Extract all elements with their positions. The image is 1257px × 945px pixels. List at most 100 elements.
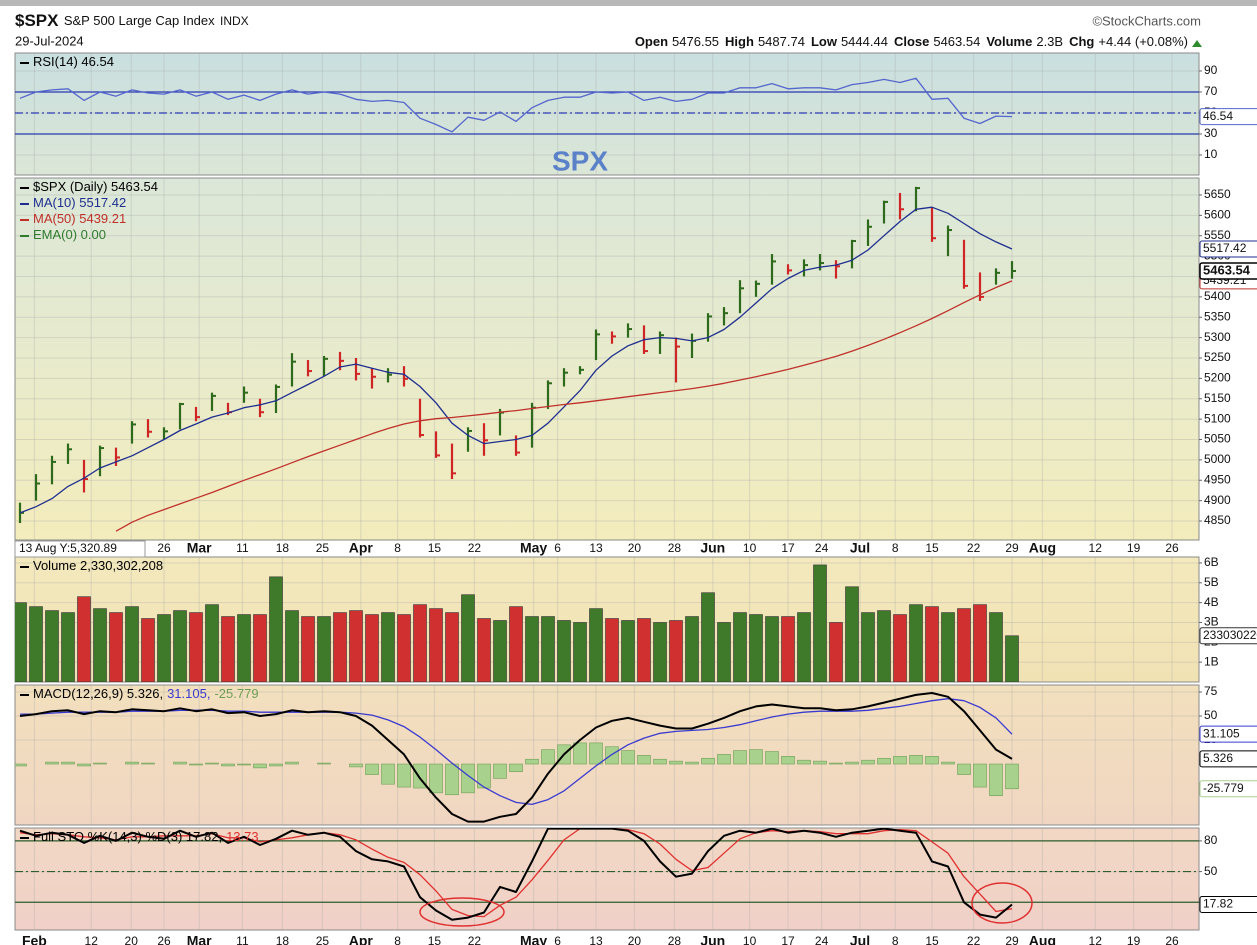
volume-bar (621, 620, 635, 682)
volume-bar (605, 618, 619, 682)
volume-bar (29, 606, 43, 682)
histogram-bar (733, 750, 747, 765)
histogram-bar (637, 755, 651, 765)
volume-bar (877, 610, 891, 682)
histogram-bar (509, 763, 523, 773)
source: ©StockCharts.com (1092, 13, 1201, 28)
legend-text: 13.73 (226, 829, 259, 844)
symbol: $SPX (15, 11, 59, 30)
index-name: S&P 500 Large Cap Index (64, 13, 215, 28)
volume-bar (653, 622, 667, 682)
x-tick-label: 22 (468, 934, 482, 945)
histogram-bar (429, 763, 443, 794)
volume-bar (733, 612, 747, 682)
legend-text: MA(10) 5517.42 (33, 195, 126, 210)
y-tick-label: 5350 (1204, 309, 1231, 323)
volume-bar (221, 616, 235, 682)
y-tick-label: 50 (1204, 864, 1218, 878)
histogram-bar (781, 756, 795, 765)
y-tick-label: 4B (1204, 595, 1219, 609)
volume-bar (781, 616, 795, 682)
volume-bar (477, 618, 491, 682)
histogram-bar (653, 758, 667, 765)
histogram-bar (349, 763, 363, 768)
volume-bar (301, 616, 315, 682)
y-tick-label: 3B (1204, 615, 1219, 629)
histogram-bar (701, 757, 715, 765)
histogram-bar (621, 750, 635, 765)
value-tag-box (1199, 240, 1257, 258)
x-tick-label: 29 (1005, 934, 1019, 945)
volume-bar (77, 596, 91, 682)
volume-bar (365, 614, 379, 682)
y-tick-label: 80 (1204, 833, 1218, 847)
histogram-bar (941, 761, 955, 765)
histogram-bar (381, 763, 395, 785)
x-tick-label: 24 (815, 934, 829, 945)
legend-text: Full STO %K(14,3) %D(3) 17.82, (33, 829, 222, 844)
histogram-bar (189, 763, 203, 766)
x-tick-label: 17 (781, 934, 795, 945)
histogram-bar (909, 755, 923, 765)
quote-value: 5476.55 (672, 34, 719, 49)
legend-text: MA(50) 5439.21 (33, 211, 126, 226)
y-tick-label: 5650 (1204, 187, 1231, 201)
legend-text: EMA(0) 0.00 (33, 227, 106, 242)
volume-bar (717, 622, 731, 682)
volume-bar (493, 620, 507, 682)
histogram-bar (813, 760, 827, 765)
series-line (19, 77, 1013, 133)
histogram-bar (77, 763, 91, 767)
legend-entry: $SPX (Daily) 5463.54 (33, 179, 158, 194)
volume-bar (541, 616, 555, 682)
volume-bar (381, 612, 395, 682)
value-tag: 5.326 (1203, 751, 1233, 765)
volume-bar (237, 614, 251, 682)
volume-bar (749, 614, 763, 682)
legend-entry: EMA(0) 0.00 (33, 227, 106, 242)
volume-bar (205, 604, 219, 682)
value-tag-box (1199, 108, 1257, 126)
volume-bar (349, 610, 363, 682)
histogram-bar (365, 763, 379, 775)
legend-entry: RSI(14) 46.54 (33, 54, 114, 69)
x-tick-label: 11 (236, 541, 249, 555)
histogram-bar (669, 760, 683, 765)
volume-bar (669, 620, 683, 682)
panel (15, 828, 1199, 930)
x-tick-label: Jul (850, 933, 870, 945)
y-tick-label: 50 (1204, 708, 1218, 722)
histogram-bar (525, 758, 539, 765)
volume-bar (317, 616, 331, 682)
volume-bar (461, 594, 475, 682)
histogram-bar (93, 762, 107, 765)
panel-background (14, 52, 1200, 176)
exchange: INDX (220, 14, 249, 28)
x-tick-label: 11 (236, 934, 249, 945)
histogram-bar (573, 742, 587, 765)
x-tick-label: 26 (157, 934, 171, 945)
series-line (19, 828, 1013, 921)
x-tick-label: 13 (589, 934, 603, 945)
value-tag: 5463.54 (1203, 262, 1251, 277)
legend-text: $SPX (Daily) 5463.54 (33, 179, 158, 194)
volume-bar (893, 614, 907, 682)
x-tick-label: 20 (125, 934, 139, 945)
x-tick-label: Mar (187, 933, 212, 945)
value-tag: 31.105 (1203, 726, 1240, 740)
up-arrow (1192, 40, 1202, 47)
quote-label: Chg (1069, 34, 1094, 49)
y-tick-label: 5600 (1204, 208, 1231, 222)
top-bar (0, 0, 1257, 6)
value-tag: 17.82 (1203, 897, 1233, 911)
histogram-bar (797, 759, 811, 765)
volume-bar (125, 606, 139, 682)
histogram-bar (477, 763, 491, 789)
histogram-bar (493, 763, 507, 779)
volume-bar (973, 604, 987, 682)
quote-label: Open (635, 34, 668, 49)
quote-label: Close (894, 34, 929, 49)
volume-bar (525, 616, 539, 682)
x-tick-label: 29 (1005, 541, 1019, 555)
